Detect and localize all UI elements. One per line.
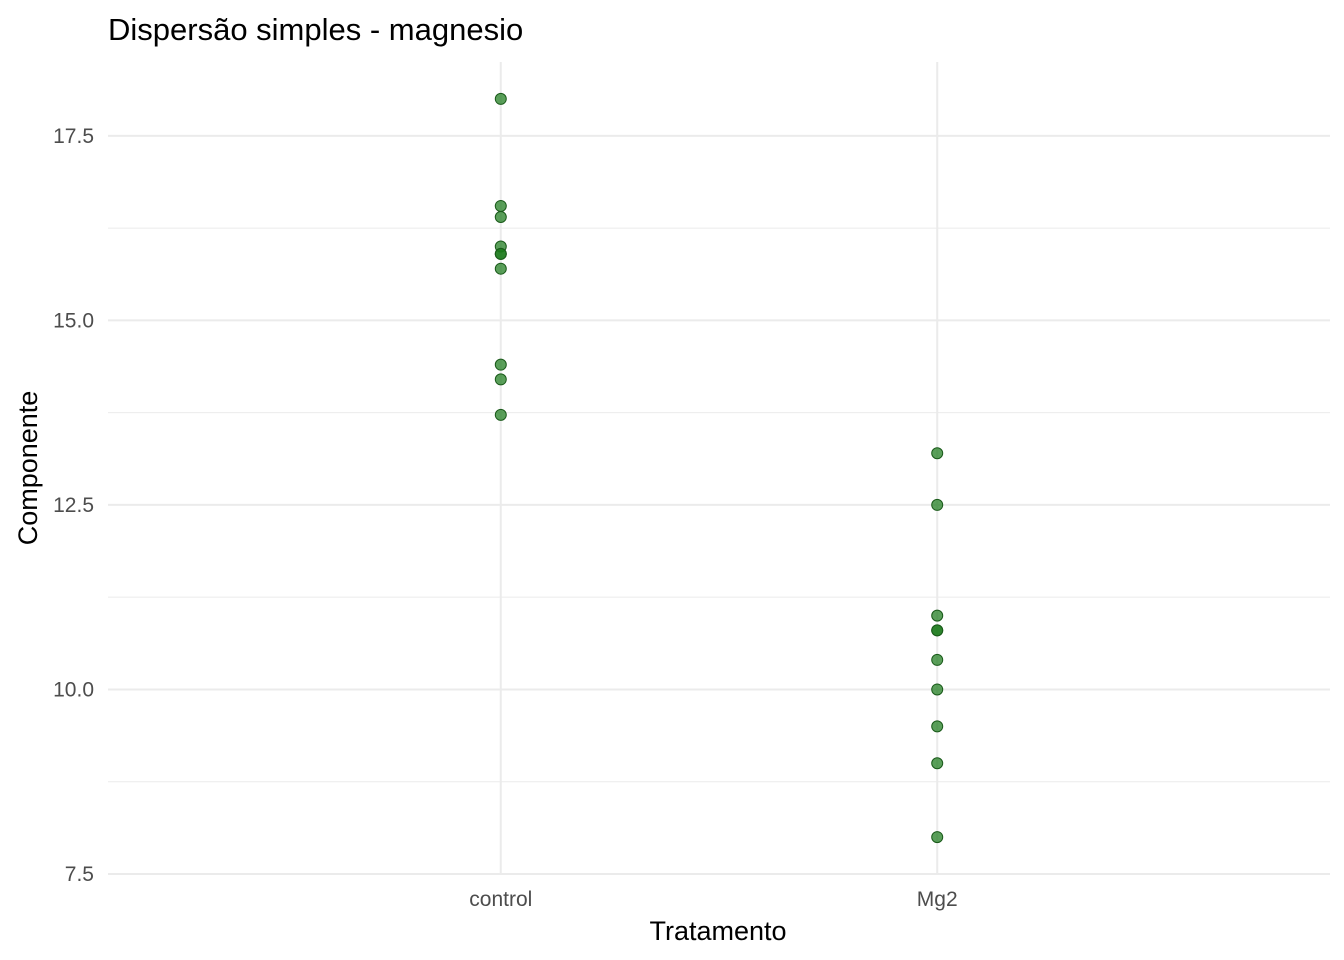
data-point-control bbox=[494, 211, 507, 224]
y-tick-label: 12.5 bbox=[53, 494, 94, 517]
data-point-control bbox=[494, 247, 507, 260]
data-point-Mg2 bbox=[931, 498, 944, 511]
x-tick-label: Mg2 bbox=[917, 888, 958, 911]
x-axis-tick-labels: control Mg2 bbox=[469, 888, 957, 911]
data-point-Mg2 bbox=[931, 683, 944, 696]
grid-lines bbox=[108, 62, 1330, 875]
y-axis-tick-labels: 7.5 10.0 12.5 15.0 17.5 bbox=[53, 125, 94, 886]
data-point-Mg2 bbox=[931, 624, 944, 637]
chart-title: Dispersão simples - magnesio bbox=[108, 12, 523, 47]
data-point-control bbox=[494, 358, 507, 371]
y-axis-title: Componente bbox=[13, 391, 43, 546]
data-point-control bbox=[494, 373, 507, 386]
y-tick-label: 10.0 bbox=[53, 678, 94, 701]
data-point-Mg2 bbox=[931, 609, 944, 622]
x-axis-title: Tratamento bbox=[649, 916, 786, 946]
data-point-control bbox=[494, 408, 507, 421]
data-point-Mg2 bbox=[931, 720, 944, 733]
data-point-control bbox=[494, 92, 507, 105]
data-point-Mg2 bbox=[931, 831, 944, 844]
data-point-Mg2 bbox=[931, 447, 944, 460]
data-point-control bbox=[494, 262, 507, 275]
y-tick-label: 7.5 bbox=[65, 863, 94, 886]
data-point-Mg2 bbox=[931, 757, 944, 770]
data-point-Mg2 bbox=[931, 653, 944, 666]
x-tick-label: control bbox=[469, 888, 532, 911]
data-points bbox=[494, 92, 944, 844]
y-tick-label: 15.0 bbox=[53, 309, 94, 332]
y-tick-label: 17.5 bbox=[53, 125, 94, 148]
data-point-control bbox=[494, 199, 507, 212]
